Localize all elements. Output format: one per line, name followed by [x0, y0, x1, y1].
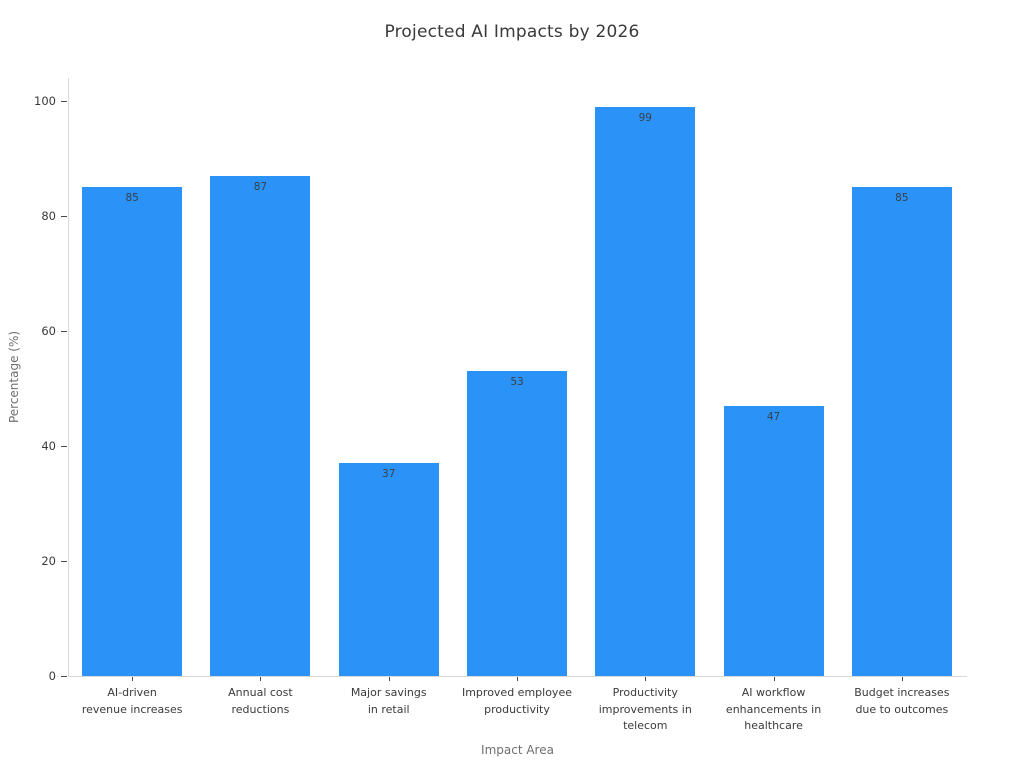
- x-category-label: AI workflow enhancements in healthcare: [725, 686, 822, 732]
- y-tick-mark: [61, 101, 67, 102]
- bar-value-label: 85: [125, 192, 139, 205]
- bar: 99: [595, 106, 696, 676]
- x-tick-mark: [773, 677, 775, 681]
- y-tick-label: 60: [41, 324, 56, 338]
- x-category-label: Annual cost reductions: [228, 686, 293, 716]
- bar: 85: [851, 187, 952, 676]
- bar: 85: [82, 187, 183, 676]
- bar: 37: [338, 463, 439, 676]
- x-category-label: AI-driven revenue increases: [81, 686, 183, 716]
- y-tick-mark: [61, 216, 67, 217]
- x-tick-mark: [517, 677, 518, 681]
- bar: 53: [467, 371, 567, 676]
- y-tick-mark: [61, 676, 67, 677]
- bar-value-label: 53: [510, 376, 524, 389]
- x-tick-mark: [901, 677, 903, 681]
- bar-value-label: 87: [253, 180, 268, 193]
- y-tick-label: 20: [41, 554, 56, 568]
- x-category-label: Productivity improvements in telecom: [598, 686, 692, 732]
- y-axis-title: Percentage (%): [7, 330, 21, 424]
- y-tick-label: 100: [34, 94, 56, 108]
- chart-title: Projected AI Impacts by 2026: [384, 22, 640, 42]
- bar-value-label: 99: [638, 111, 652, 124]
- y-tick-label: 0: [48, 669, 56, 683]
- bar-value-label: 85: [895, 192, 909, 205]
- x-category-label: Major savings in retail: [350, 686, 427, 716]
- bar-value-label: 47: [766, 410, 781, 423]
- y-tick-label: 40: [41, 439, 56, 453]
- x-tick-mark: [388, 677, 390, 681]
- y-axis-line: [68, 78, 69, 677]
- y-tick-mark: [61, 331, 67, 332]
- x-category-label: Improved employee productivity: [461, 686, 572, 716]
- y-tick-mark: [61, 446, 67, 447]
- x-axis-title: Impact Area: [481, 743, 554, 757]
- x-tick-mark: [260, 677, 262, 681]
- x-tick-mark: [132, 677, 134, 681]
- x-category-label: Budget increases due to outcomes: [854, 686, 950, 716]
- bar: 47: [723, 405, 824, 676]
- y-tick-mark: [61, 561, 67, 562]
- bar: 87: [210, 175, 311, 676]
- y-tick-label: 80: [41, 209, 56, 223]
- x-axis-line: [68, 676, 967, 677]
- x-tick-mark: [645, 677, 647, 681]
- bar-value-label: 37: [382, 468, 396, 481]
